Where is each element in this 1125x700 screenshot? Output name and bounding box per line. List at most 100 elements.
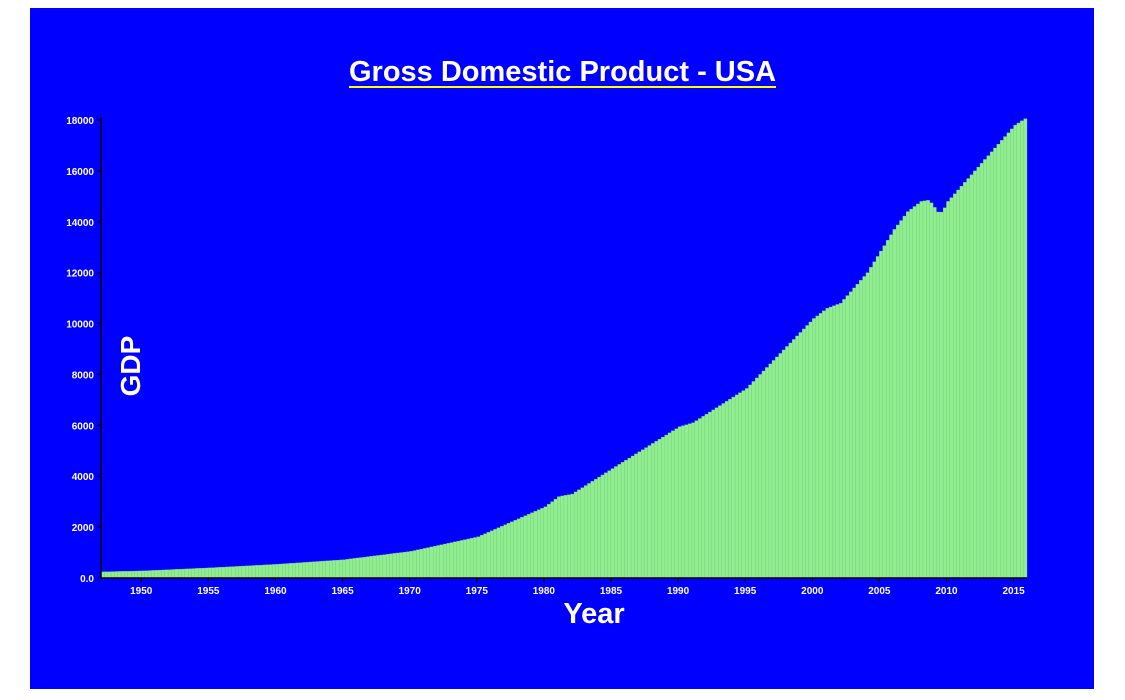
gdp-bar	[104, 571, 108, 579]
gdp-bar	[392, 553, 397, 579]
gdp-bar	[134, 570, 139, 579]
y-tick-label: 14000	[66, 218, 94, 229]
gdp-bar	[409, 551, 414, 579]
gdp-bar	[137, 570, 142, 579]
gdp-bar	[818, 313, 823, 579]
gdp-bar	[959, 186, 964, 579]
gdp-bar	[872, 261, 877, 579]
gdp-bar	[553, 498, 558, 579]
gdp-bar	[761, 370, 766, 579]
gdp-bar	[167, 569, 172, 579]
gdp-bar	[885, 240, 890, 579]
gdp-bar	[110, 571, 115, 579]
gdp-bar	[966, 178, 971, 579]
gdp-bar	[439, 544, 444, 579]
gdp-bar	[204, 567, 209, 579]
gdp-bar	[218, 567, 222, 579]
gdp-bar	[617, 464, 622, 579]
gdp-bar	[587, 483, 591, 579]
x-tick-label: 1980	[533, 586, 556, 597]
gdp-bar	[929, 202, 934, 579]
gdp-bar	[328, 560, 333, 579]
gdp-bar	[154, 570, 159, 579]
gdp-bar	[973, 170, 977, 579]
gdp-bar	[634, 453, 638, 579]
x-tick-label: 2005	[868, 586, 891, 597]
gdp-bar	[1020, 120, 1024, 579]
gdp-bar	[550, 501, 555, 579]
gdp-bar	[832, 305, 836, 579]
gdp-bar	[305, 562, 310, 579]
gdp-bar	[157, 569, 162, 579]
gdp-bar	[389, 553, 394, 579]
gdp-bar	[282, 563, 286, 579]
gdp-bar	[989, 151, 994, 579]
gdp-bar	[557, 496, 561, 579]
gdp-bar	[755, 377, 759, 579]
gdp-bar	[986, 155, 991, 579]
gdp-bar	[641, 449, 645, 579]
gdp-bar	[922, 200, 927, 579]
gdp-bar	[432, 546, 437, 579]
gdp-bar	[184, 568, 189, 579]
gdp-bar	[298, 562, 303, 579]
gdp-bar	[580, 487, 585, 579]
gdp-bar	[473, 537, 477, 579]
gdp-bar	[171, 569, 175, 579]
gdp-bar	[875, 256, 880, 579]
x-tick-label: 1995	[734, 586, 757, 597]
gdp-bar	[416, 549, 420, 579]
gdp-bar	[335, 559, 340, 579]
gdp-bar	[516, 518, 521, 579]
gdp-bar	[426, 547, 430, 579]
gdp-bar	[161, 569, 165, 579]
gdp-bar	[342, 559, 347, 579]
gdp-bar	[657, 439, 662, 579]
gdp-bar	[979, 163, 984, 579]
gdp-bar	[822, 310, 826, 579]
gdp-bar	[355, 557, 360, 579]
gdp-bar	[664, 434, 669, 579]
gdp-bar	[614, 466, 618, 579]
gdp-bar	[684, 424, 689, 579]
gdp-bar	[379, 554, 383, 579]
gdp-bar	[526, 514, 531, 579]
gdp-bar	[711, 409, 716, 579]
gdp-bar	[610, 468, 615, 579]
gdp-bar	[1006, 132, 1011, 579]
gdp-bar	[469, 538, 474, 579]
gdp-bar	[201, 567, 206, 579]
gdp-bar	[117, 571, 122, 579]
gdp-bar	[698, 418, 702, 579]
gdp-bar	[510, 521, 514, 579]
gdp-bar	[583, 485, 588, 579]
gdp-bar	[547, 504, 551, 579]
gdp-bar	[892, 229, 897, 579]
gdp-bar	[1010, 128, 1014, 579]
gdp-bar	[563, 495, 568, 579]
gdp-bar	[604, 472, 608, 579]
gdp-bar	[949, 197, 954, 579]
chart-title: Gross Domestic Product - USA	[348, 56, 777, 88]
gdp-bar	[778, 353, 783, 579]
gdp-bar	[855, 283, 860, 579]
gdp-bar	[701, 416, 706, 579]
gdp-bar	[325, 560, 330, 579]
gdp-bar	[188, 568, 192, 579]
gdp-bar	[285, 563, 290, 579]
gdp-bar	[235, 566, 239, 579]
gdp-bar	[909, 208, 914, 579]
gdp-bar	[265, 564, 269, 579]
gdp-bar	[791, 339, 796, 579]
gdp-bar	[902, 215, 907, 579]
gdp-bar	[493, 529, 498, 579]
gdp-bar	[231, 566, 236, 579]
gdp-bar	[382, 554, 387, 579]
gdp-bar	[268, 564, 273, 579]
gdp-bar	[745, 388, 749, 579]
gdp-bar	[798, 332, 803, 579]
gdp-bar	[748, 384, 753, 579]
gdp-bar	[318, 561, 323, 579]
gdp-bar	[476, 536, 481, 579]
gdp-bar	[436, 545, 441, 579]
